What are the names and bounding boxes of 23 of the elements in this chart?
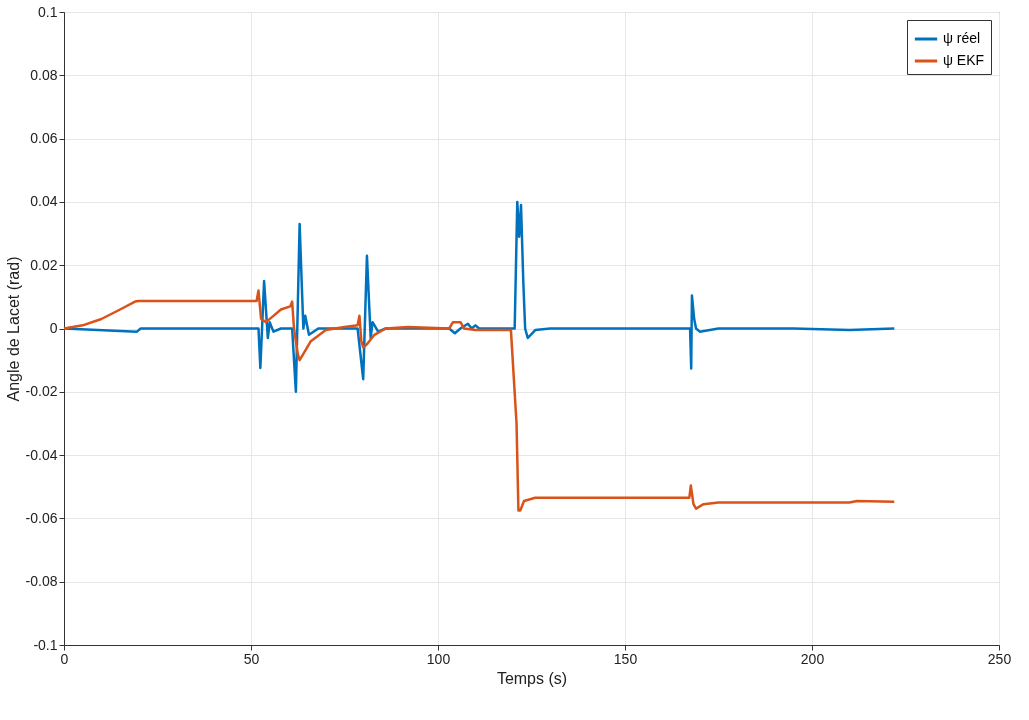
line-series [62,289,896,512]
legend-label: ψ réel [943,30,981,46]
y-tick-label: -0.06 [25,509,58,526]
y-tick-label: 0 [49,320,58,336]
y-axis-title: Angle de Lacet (rad) [4,256,22,402]
x-axis-title: Temps (s) [496,669,568,687]
y-tick-label: 0.04 [30,193,58,210]
y-tick-label: 0.06 [30,130,58,147]
line-series [62,200,896,394]
y-tick-label: -0.04 [25,446,58,463]
x-tick-label: 0 [60,650,69,667]
x-tick-label: 200 [800,650,825,667]
legend-label: ψ EKF [943,52,985,68]
x-tick-label: 50 [243,650,260,667]
x-tick-label: 150 [613,650,638,667]
x-tick-label: 100 [426,650,451,667]
y-tick-label: -0.08 [25,573,58,590]
y-tick-label: 0.02 [30,256,58,273]
y-tick-label: 0.1 [38,3,58,20]
y-tick-label: -0.1 [33,636,58,653]
y-tick-label: 0.08 [30,66,58,83]
x-tick-label: 250 [987,650,1012,667]
y-tick-label: -0.02 [25,383,58,400]
